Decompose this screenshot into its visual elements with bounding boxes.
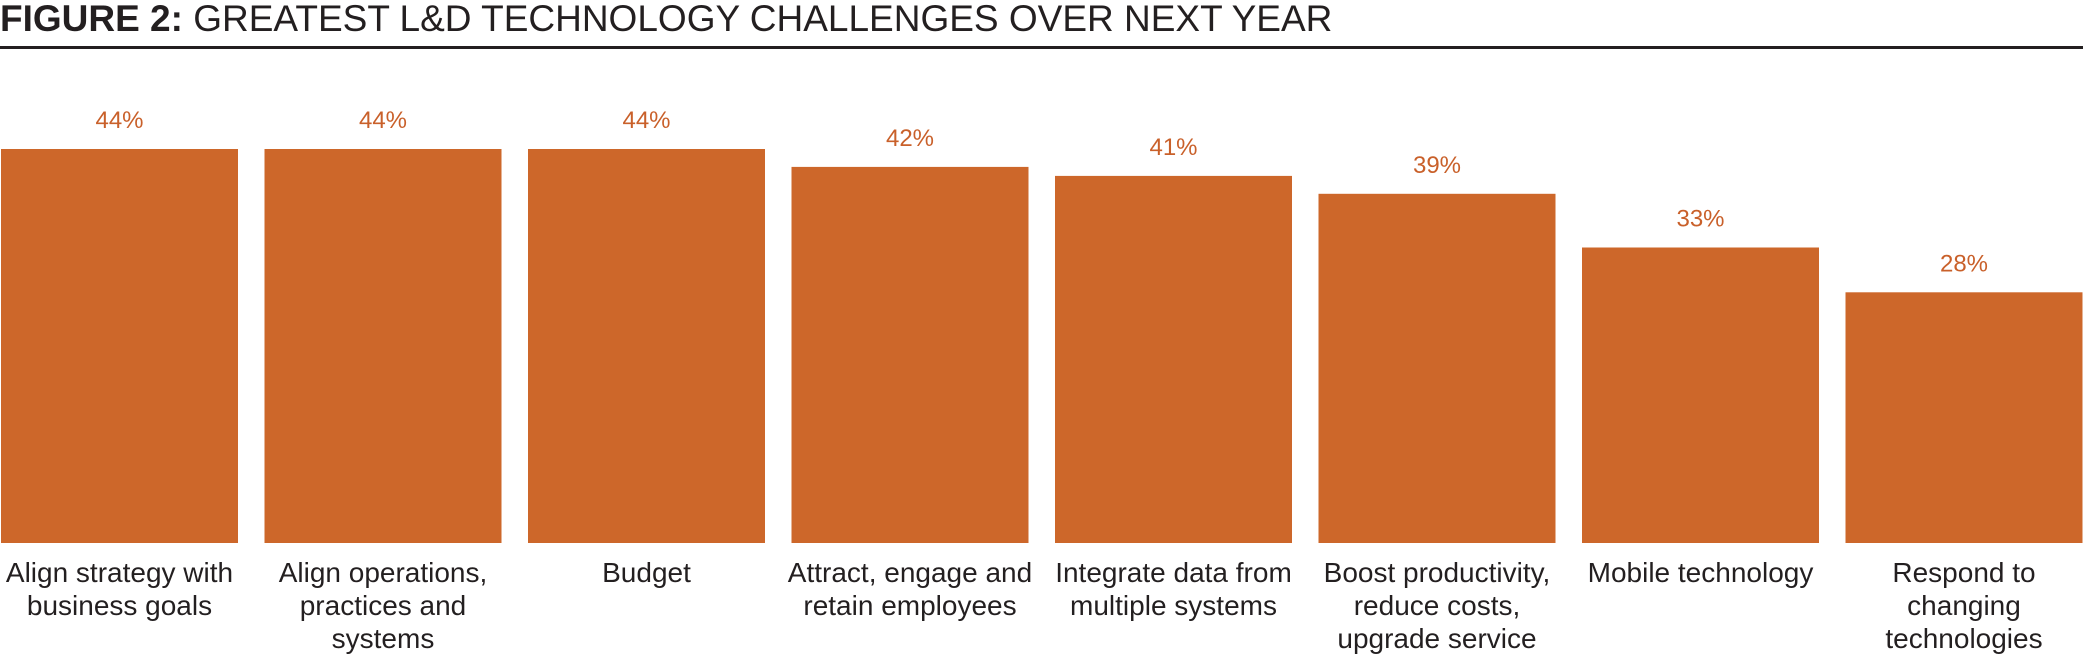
bar-8: [1845, 292, 2083, 543]
figure-title-text: GREATEST L&D TECHNOLOGY CHALLENGES OVER …: [193, 0, 1333, 39]
category-label-line: Boost productivity,: [1324, 557, 1551, 588]
bar-2: [264, 149, 502, 543]
category-label-line: retain employees: [803, 590, 1016, 621]
category-label-line: systems: [332, 623, 435, 654]
bar-3: [528, 149, 765, 543]
bar-7: [1582, 247, 1819, 543]
value-label-6: 39%: [1413, 152, 1461, 179]
category-label-line: Mobile technology: [1588, 557, 1814, 588]
category-label-line: technologies: [1885, 623, 2042, 654]
figure-label: FIGURE 2:: [0, 0, 183, 39]
value-label-5: 41%: [1149, 134, 1197, 161]
title-rule: [0, 46, 2083, 49]
category-label-8: Respond to changing technologies: [1885, 557, 2042, 654]
category-label-line: business goals: [27, 590, 212, 621]
bar-6: [1318, 193, 1556, 544]
category-label-1: Align strategy with business goals: [6, 557, 233, 621]
category-label-5: Integrate data from multiple systems: [1055, 557, 1292, 621]
value-label-3: 44%: [622, 107, 670, 134]
bar-5: [1055, 175, 1292, 543]
category-label-line: practices and: [300, 590, 467, 621]
category-label-line: Attract, engage and: [788, 557, 1032, 588]
bar-1: [1, 149, 238, 543]
figure-title: FIGURE 2: GREATEST L&D TECHNOLOGY CHALLE…: [0, 0, 2083, 45]
category-label-line: Align operations,: [279, 557, 488, 588]
category-label-7: Mobile technology: [1588, 557, 1814, 588]
category-label-line: upgrade service: [1337, 623, 1536, 654]
category-label-line: Integrate data from: [1055, 557, 1292, 588]
category-label-line: Align strategy with: [6, 557, 233, 588]
category-label-6: Boost productivity, reduce costs, upgrade …: [1324, 557, 1551, 654]
category-label-3: Budget: [602, 557, 691, 588]
value-label-2: 44%: [359, 107, 407, 134]
category-label-4: Attract, engage and retain employees: [788, 557, 1032, 621]
category-label-line: reduce costs,: [1354, 590, 1521, 621]
category-label-line: Respond to: [1892, 557, 2035, 588]
value-label-1: 44%: [95, 107, 143, 134]
value-label-8: 28%: [1940, 250, 1988, 277]
category-label-line: changing: [1907, 590, 2021, 621]
category-label-line: multiple systems: [1070, 590, 1277, 621]
category-label-2: Align operations, practices and systems: [279, 557, 488, 654]
bar-4: [791, 166, 1029, 543]
value-label-7: 33%: [1676, 206, 1724, 233]
value-label-4: 42%: [886, 125, 934, 152]
category-label-line: Budget: [602, 557, 691, 588]
